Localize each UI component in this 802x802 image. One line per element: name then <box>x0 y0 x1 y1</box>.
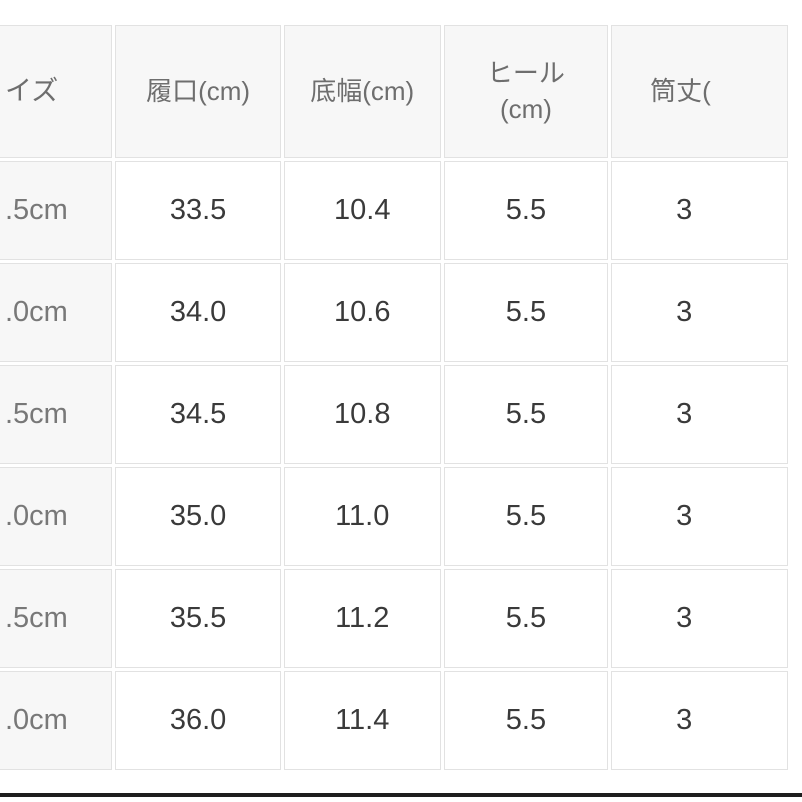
table-row: .0cm 35.0 11.0 5.5 3 <box>0 467 788 566</box>
cell-shaft: 3 <box>611 569 788 668</box>
cell-sole-width: 11.4 <box>283 671 441 770</box>
column-header-shaft: 筒丈( <box>611 25 788 158</box>
cell-heel: 5.5 <box>443 671 609 770</box>
cell-sole-width: 10.6 <box>283 263 441 362</box>
cell-sole-width: 11.0 <box>283 467 441 566</box>
cell-heel: 5.5 <box>443 161 609 260</box>
cell-shaft: 3 <box>611 365 788 464</box>
cell-opening: 36.0 <box>115 671 281 770</box>
cell-size: .5cm <box>0 569 113 668</box>
bottom-divider <box>0 793 802 797</box>
cell-opening: 35.5 <box>115 569 281 668</box>
cell-sole-width: 11.2 <box>283 569 441 668</box>
cell-size: .5cm <box>0 161 113 260</box>
size-chart-header-row: イズ 履口(cm) 底幅(cm) ヒール (cm) 筒丈( <box>0 25 788 158</box>
cell-size: .5cm <box>0 365 113 464</box>
cell-size: .0cm <box>0 263 113 362</box>
cell-heel: 5.5 <box>443 467 609 566</box>
cell-opening: 33.5 <box>115 161 281 260</box>
cell-size: .0cm <box>0 467 113 566</box>
column-header-size: イズ <box>0 25 113 158</box>
cell-sole-width: 10.8 <box>283 365 441 464</box>
cell-shaft: 3 <box>611 467 788 566</box>
cell-heel: 5.5 <box>443 365 609 464</box>
column-header-sole-width: 底幅(cm) <box>283 25 441 158</box>
cell-shaft: 3 <box>611 263 788 362</box>
table-row: .0cm 36.0 11.4 5.5 3 <box>0 671 788 770</box>
cell-opening: 35.0 <box>115 467 281 566</box>
cell-heel: 5.5 <box>443 569 609 668</box>
column-header-opening: 履口(cm) <box>115 25 281 158</box>
cell-shaft: 3 <box>611 161 788 260</box>
cell-opening: 34.0 <box>115 263 281 362</box>
table-row: .0cm 34.0 10.6 5.5 3 <box>0 263 788 362</box>
size-chart-table: イズ 履口(cm) 底幅(cm) ヒール (cm) 筒丈( .5cm 33.5 … <box>0 22 791 773</box>
table-row: .5cm 35.5 11.2 5.5 3 <box>0 569 788 668</box>
cell-shaft: 3 <box>611 671 788 770</box>
cell-opening: 34.5 <box>115 365 281 464</box>
table-row: .5cm 34.5 10.8 5.5 3 <box>0 365 788 464</box>
table-row: .5cm 33.5 10.4 5.5 3 <box>0 161 788 260</box>
cell-sole-width: 10.4 <box>283 161 441 260</box>
cell-size: .0cm <box>0 671 113 770</box>
cell-heel: 5.5 <box>443 263 609 362</box>
column-header-heel: ヒール (cm) <box>443 25 609 158</box>
